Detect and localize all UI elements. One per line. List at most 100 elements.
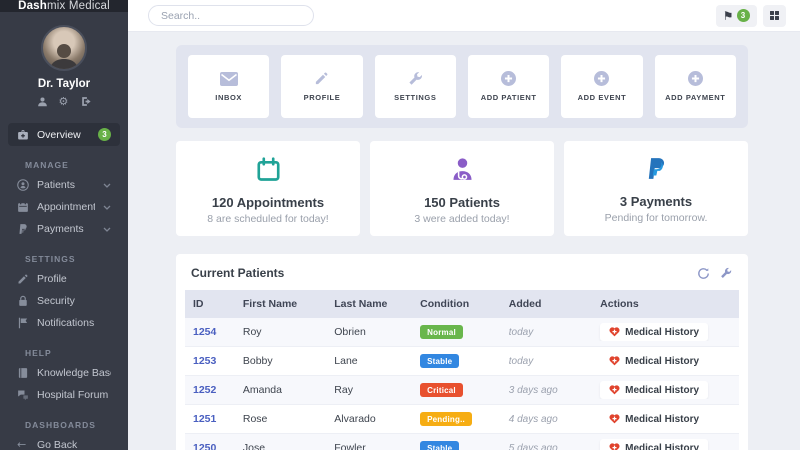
sidebar-item-label: Overview	[37, 128, 81, 141]
heart-icon	[609, 356, 620, 366]
brand-bold: Dash	[18, 0, 47, 12]
sidebar-item-label: Security	[37, 295, 75, 307]
sidebar-item-label: Knowledge Base	[37, 367, 111, 379]
patient-id-link[interactable]: 1250	[193, 442, 217, 450]
medical-history-button[interactable]: Medical History	[600, 381, 709, 399]
patient-last-name: Ray	[334, 384, 353, 396]
book-icon	[17, 367, 29, 379]
sidebar-item-overview[interactable]: Overview 3	[8, 123, 120, 146]
quick-action-settings[interactable]: Settings	[374, 55, 456, 118]
patient-id-link[interactable]: 1252	[193, 384, 217, 396]
patient-added: 4 days ago	[508, 413, 558, 425]
quick-action-add-patient[interactable]: Add Patient	[467, 55, 550, 118]
search-input[interactable]	[148, 5, 314, 26]
top-header: ⚑ 3	[128, 0, 800, 32]
flag-icon: ⚑	[722, 8, 734, 23]
sidebar-item-profile[interactable]: Profile	[8, 268, 120, 290]
patients-table: ID First Name Last Name Condition Added …	[185, 290, 739, 450]
notifications-button[interactable]: ⚑ 3	[715, 4, 757, 27]
chevron-down-icon	[103, 205, 111, 210]
quick-action-label: Profile	[303, 93, 341, 102]
column-header: Actions	[600, 298, 639, 310]
quick-action-profile[interactable]: Profile	[281, 55, 363, 118]
paypal-icon	[645, 156, 667, 182]
table-header-row: ID First Name Last Name Condition Added …	[185, 290, 739, 318]
notifications-badge: 3	[736, 9, 750, 22]
medical-history-button[interactable]: Medical History	[600, 439, 709, 450]
sidebar-item-label: Appointments	[37, 201, 95, 213]
medical-history-label: Medical History	[625, 442, 700, 450]
patient-id-link[interactable]: 1254	[193, 326, 217, 338]
quick-action-add-event[interactable]: Add Event	[561, 55, 643, 118]
sidebar-item-appointments[interactable]: Appointments	[8, 196, 120, 218]
stats-row: 120 Appointments 8 are scheduled for tod…	[176, 141, 748, 236]
table-row: 1252 Amanda Ray Critical 3 days ago Medi…	[185, 376, 739, 405]
sidebar-item-payments[interactable]: Payments	[8, 218, 120, 240]
current-patients-card: Current Patients ID First Name	[176, 254, 748, 450]
medical-history-button[interactable]: Medical History	[600, 352, 709, 370]
stat-payments: 3 Payments Pending for tomorrow.	[564, 141, 748, 236]
sidebar-item-go-back[interactable]: ← Go Back	[8, 434, 120, 450]
quick-action-add-payment[interactable]: Add Payment	[654, 55, 736, 118]
patient-added: 5 days ago	[508, 442, 558, 450]
pencil-icon	[17, 273, 29, 285]
refresh-icon[interactable]	[697, 267, 710, 280]
sidebar-item-security[interactable]: Security	[8, 290, 120, 312]
quick-actions-strip: Inbox Profile Settings	[176, 45, 748, 128]
gear-icon[interactable]: ⚙	[58, 95, 69, 108]
quick-action-label: Add Event	[577, 93, 627, 102]
block-tools	[697, 267, 733, 280]
heart-icon	[609, 443, 620, 450]
plus-circle-icon	[594, 71, 610, 86]
patient-first-name: Rose	[242, 413, 268, 425]
sidebar-item-hospital-forum[interactable]: Hospital Forum	[8, 384, 120, 406]
patient-id-link[interactable]: 1253	[193, 355, 217, 367]
condition-badge: Normal	[420, 325, 463, 339]
doctor-icon	[450, 156, 475, 182]
page-content: Inbox Profile Settings	[128, 32, 800, 450]
patient-first-name: Jose	[242, 442, 266, 450]
sidebar: Dash mix Medical Dr. Taylor ⚙	[0, 0, 128, 450]
stat-appointments: 120 Appointments 8 are scheduled for tod…	[176, 141, 360, 236]
stat-title: 3 Payments	[619, 194, 693, 209]
sidebar-item-knowledge-base[interactable]: Knowledge Base	[8, 362, 120, 384]
user-name: Dr. Taylor	[37, 78, 91, 90]
sidebar-item-notifications[interactable]: Notifications	[8, 312, 120, 334]
section-help: Help	[25, 348, 52, 358]
chevron-down-icon	[103, 227, 111, 232]
table-row: 1254 Roy Obrien Normal today Medical His…	[185, 318, 739, 347]
patients-icon	[17, 179, 29, 191]
avatar-silhouette	[50, 44, 78, 69]
sidebar-item-label: Profile	[37, 273, 67, 285]
sidebar-item-label: Patients	[37, 179, 75, 191]
user-actions: ⚙	[0, 96, 128, 107]
wrench-icon[interactable]	[720, 267, 733, 280]
quick-action-inbox[interactable]: Inbox	[188, 55, 270, 118]
user-profile-icon[interactable]	[37, 96, 48, 107]
stat-patients: 150 Patients 3 were added today!	[370, 141, 554, 236]
medical-history-button[interactable]: Medical History	[600, 410, 709, 428]
brand-logo[interactable]: Dash mix Medical	[0, 0, 128, 12]
sidebar-item-patients[interactable]: Patients	[8, 174, 120, 196]
avatar[interactable]	[41, 25, 87, 71]
table-row: 1250 Jose Fowler Stable 5 days ago Medic…	[185, 434, 739, 450]
main-area: ⚑ 3 Inbox	[128, 0, 800, 450]
current-patients-header: Current Patients	[176, 254, 748, 290]
heart-icon	[609, 385, 620, 395]
patient-id-link[interactable]: 1251	[193, 413, 217, 425]
inbox-icon	[219, 71, 238, 86]
medical-history-button[interactable]: Medical History	[600, 323, 709, 341]
sidebar-nav: Overview 3 Manage Patients Appointments	[0, 113, 128, 450]
column-header: Last Name	[334, 298, 388, 310]
logout-icon[interactable]	[81, 96, 92, 107]
patient-added: today	[508, 326, 534, 338]
column-header: First Name	[242, 298, 298, 310]
medical-bag-icon	[17, 129, 29, 141]
quick-action-label: Settings	[394, 93, 437, 102]
quick-action-label: Add Patient	[480, 93, 537, 102]
column-header: ID	[193, 298, 204, 310]
patient-last-name: Obrien	[334, 326, 366, 338]
plus-circle-icon	[687, 71, 703, 86]
apps-menu-button[interactable]	[762, 4, 786, 27]
